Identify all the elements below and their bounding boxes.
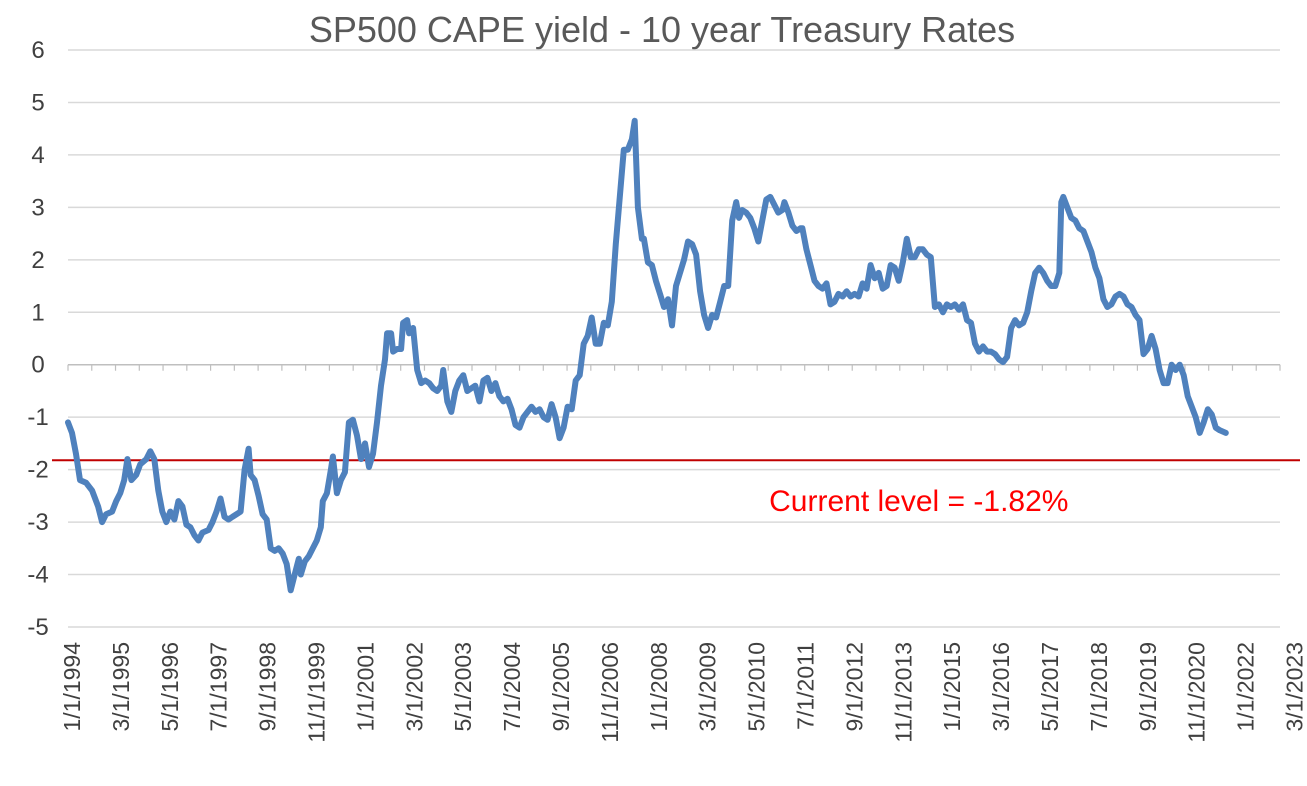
y-tick-label: -4	[27, 562, 48, 589]
x-tick-label: 5/1/2017	[1037, 642, 1063, 732]
y-tick-label: -2	[27, 457, 48, 484]
x-tick-label: 5/1/2010	[744, 642, 770, 732]
y-tick-label: 4	[31, 142, 44, 169]
y-tick-label: 3	[31, 194, 44, 221]
y-tick-label: -5	[27, 614, 48, 641]
x-tick-label: 7/1/1997	[206, 642, 232, 732]
y-axis-ticks: 6 5 4 3 2 1 0 -1 -2 -3 -4 -5	[27, 37, 48, 641]
x-tick-label: 5/1/1996	[157, 642, 183, 732]
series-line	[65, 117, 1229, 594]
x-tick-label: 3/1/2023	[1282, 642, 1307, 732]
x-tick-label: 9/1/1998	[255, 642, 281, 732]
y-tick-label: -3	[27, 509, 48, 536]
x-tick-label: 1/1/2015	[939, 642, 965, 732]
y-tick-label: 6	[31, 37, 44, 64]
x-axis-ticks: 1/1/1994 3/1/1995 5/1/1996 7/1/1997 9/1/1998…	[59, 642, 1307, 743]
annotations: Current level = -1.82%	[769, 485, 1068, 518]
x-tick-label: 9/1/2019	[1135, 642, 1161, 732]
current-level-annotation: Current level = -1.82%	[769, 485, 1068, 518]
x-tick-label: 1/1/1994	[59, 642, 85, 732]
y-tick-label: 0	[31, 352, 44, 379]
x-tick-label: 3/1/1995	[108, 642, 134, 732]
x-tick-label: 7/1/2004	[499, 642, 525, 732]
y-tick-label: 1	[31, 299, 44, 326]
x-tick-label: 3/1/2016	[988, 642, 1014, 732]
x-tick-label: 1/1/2022	[1233, 642, 1259, 732]
x-tick-label: 3/1/2002	[401, 642, 427, 732]
x-tick-label: 11/1/2020	[1184, 642, 1210, 743]
x-tick-label: 3/1/2009	[695, 642, 721, 732]
x-tick-label: 7/1/2011	[793, 642, 819, 730]
x-tick-label: 7/1/2018	[1086, 642, 1112, 732]
x-tick-label: 11/1/2006	[597, 642, 623, 743]
x-tick-label: 11/1/1999	[304, 642, 330, 743]
x-tick-label: 1/1/2008	[646, 642, 672, 732]
chart-title: SP500 CAPE yield - 10 year Treasury Rate…	[309, 9, 1015, 50]
x-tick-label: 9/1/2005	[548, 642, 574, 732]
y-tick-label: 2	[31, 247, 44, 274]
y-tick-label: 5	[31, 89, 44, 116]
x-tick-label: 1/1/2001	[352, 642, 378, 732]
gridlines	[67, 49, 1281, 628]
series-lines	[65, 117, 1229, 594]
x-tick-label: 9/1/2012	[841, 642, 867, 732]
x-tick-label: 11/1/2013	[890, 642, 916, 743]
y-tick-label: -1	[27, 404, 48, 431]
x-tick-label: 5/1/2003	[450, 642, 476, 732]
